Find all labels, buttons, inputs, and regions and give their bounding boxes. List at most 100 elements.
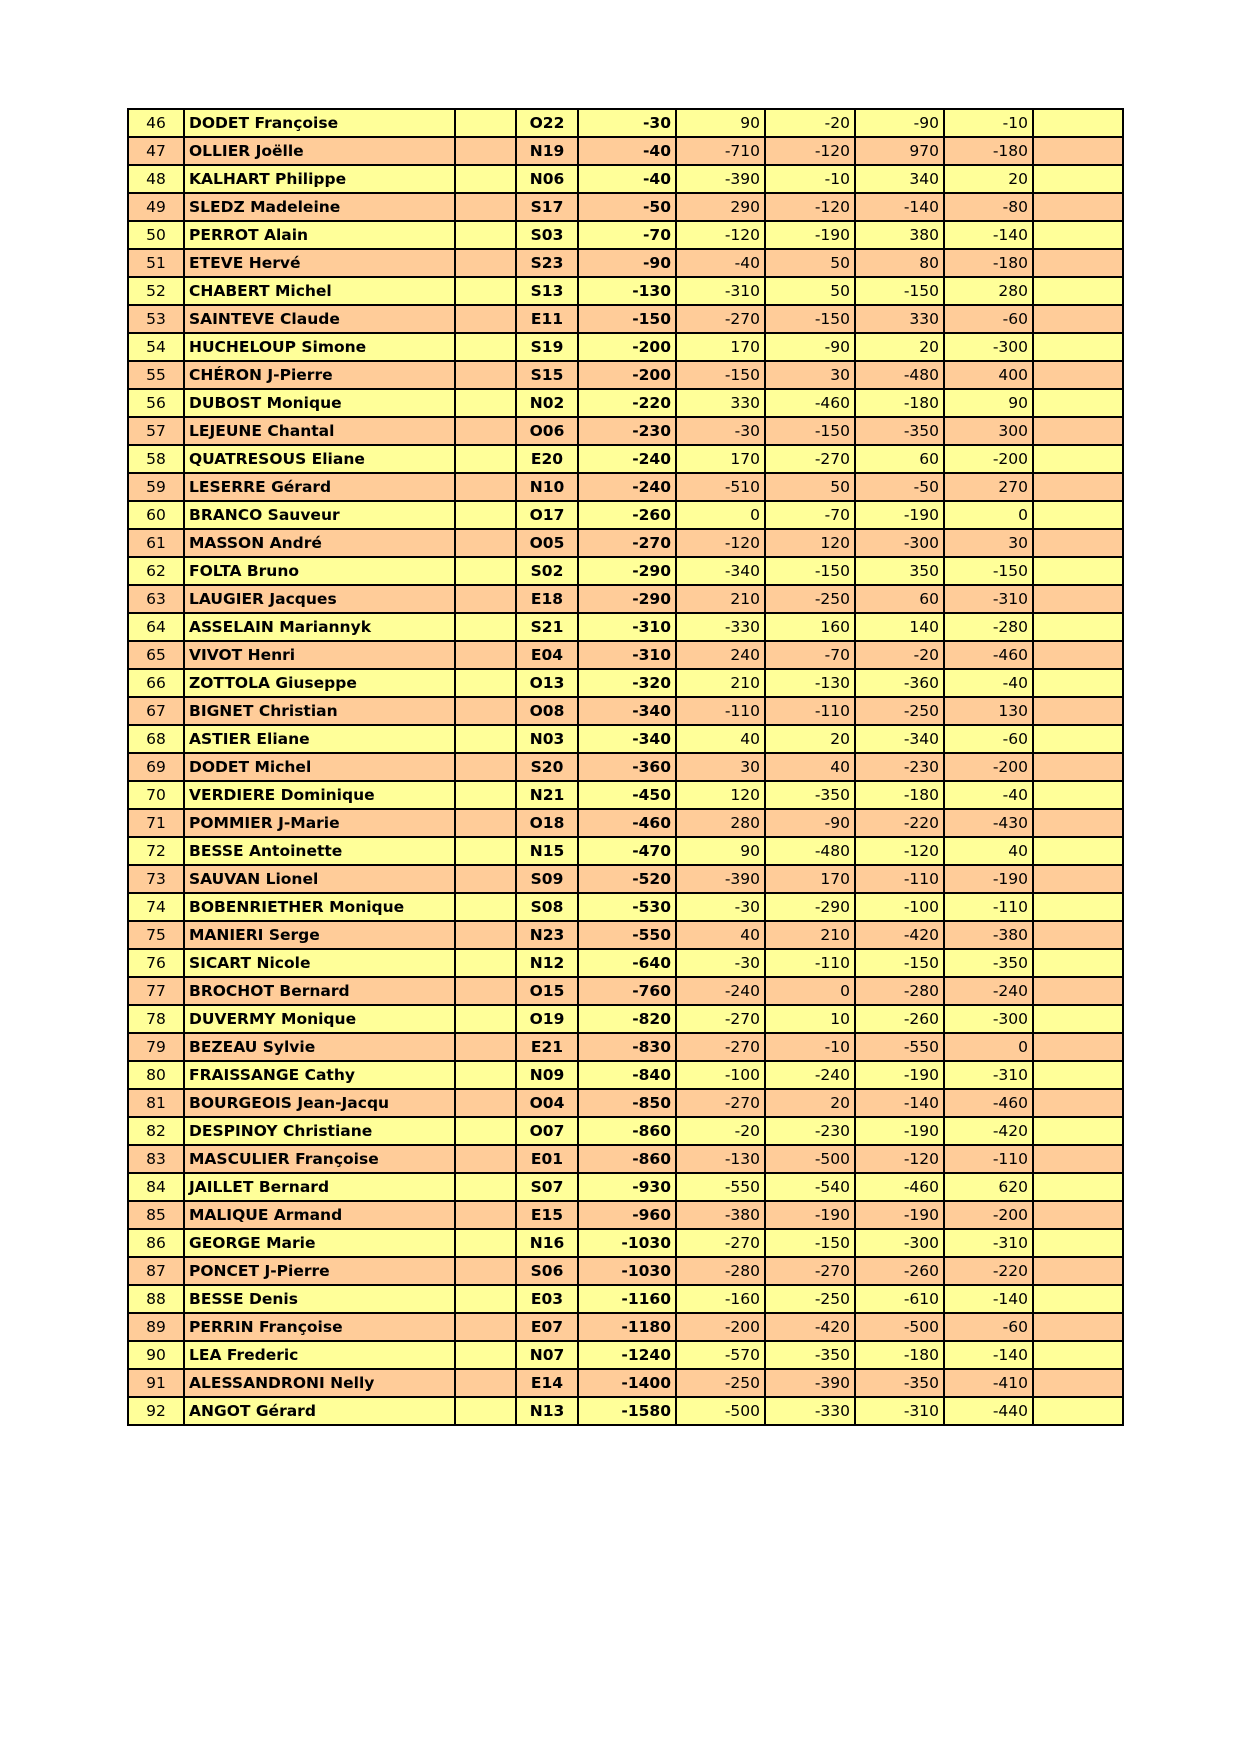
round-1-cell: -20 (675, 1116, 766, 1146)
round-1-cell: 170 (675, 444, 766, 474)
round-1-cell: 290 (675, 192, 766, 222)
round-4-cell: 30 (943, 528, 1034, 558)
total-cell: -130 (577, 276, 677, 306)
name-cell: VERDIERE Dominique (183, 780, 456, 810)
total-cell: -1240 (577, 1340, 677, 1370)
empty-cell (1032, 1312, 1124, 1342)
round-2-cell: -120 (764, 192, 856, 222)
code-cell: S07 (515, 1172, 579, 1202)
round-2-cell: -190 (764, 1200, 856, 1230)
round-3-cell: -300 (854, 1228, 945, 1258)
table-row: 52 CHABERT Michel S13 -130 -310 50 -150 280 (127, 276, 1124, 306)
table-row: 63 LAUGIER Jacques E18 -290 210 -250 60 -310 (127, 584, 1124, 614)
code-cell: O06 (515, 416, 579, 446)
table-row: 78 DUVERMY Monique O19 -820 -270 10 -260 -300 (127, 1004, 1124, 1034)
round-3-cell: -100 (854, 892, 945, 922)
round-3-cell: -190 (854, 1116, 945, 1146)
rank-cell: 70 (127, 780, 185, 810)
round-4-cell: -310 (943, 584, 1034, 614)
rank-cell: 82 (127, 1116, 185, 1146)
round-1-cell: -380 (675, 1200, 766, 1230)
round-3-cell: 380 (854, 220, 945, 250)
round-2-cell: 20 (764, 1088, 856, 1118)
table-row: 49 SLEDZ Madeleine S17 -50 290 -120 -140 -80 (127, 192, 1124, 222)
empty-cell (454, 1088, 517, 1118)
round-4-cell: -40 (943, 780, 1034, 810)
empty-cell (1032, 808, 1124, 838)
round-2-cell: -350 (764, 780, 856, 810)
rank-cell: 84 (127, 1172, 185, 1202)
empty-cell (454, 892, 517, 922)
round-2-cell: 170 (764, 864, 856, 894)
table-row: 72 BESSE Antoinette N15 -470 90 -480 -120 40 (127, 836, 1124, 866)
code-cell: N23 (515, 920, 579, 950)
round-4-cell: -430 (943, 808, 1034, 838)
total-cell: -340 (577, 724, 677, 754)
round-3-cell: -610 (854, 1284, 945, 1314)
round-1-cell: 40 (675, 724, 766, 754)
round-4-cell: -460 (943, 1088, 1034, 1118)
name-cell: SICART Nicole (183, 948, 456, 978)
code-cell: E18 (515, 584, 579, 614)
round-3-cell: -350 (854, 416, 945, 446)
code-cell: E14 (515, 1368, 579, 1398)
empty-cell (454, 332, 517, 362)
round-3-cell: -180 (854, 388, 945, 418)
table-row: 51 ETEVE Hervé S23 -90 -40 50 80 -180 (127, 248, 1124, 278)
empty-cell (454, 1172, 517, 1202)
round-4-cell: -300 (943, 332, 1034, 362)
name-cell: DUBOST Monique (183, 388, 456, 418)
round-2-cell: 40 (764, 752, 856, 782)
empty-cell (454, 108, 517, 138)
empty-cell (1032, 108, 1124, 138)
total-cell: -260 (577, 500, 677, 530)
empty-cell (1032, 1256, 1124, 1286)
empty-cell (454, 1228, 517, 1258)
round-2-cell: 0 (764, 976, 856, 1006)
code-cell: O19 (515, 1004, 579, 1034)
code-cell: N15 (515, 836, 579, 866)
round-3-cell: -180 (854, 1340, 945, 1370)
rank-cell: 76 (127, 948, 185, 978)
table-row: 84 JAILLET Bernard S07 -930 -550 -540 -460 620 (127, 1172, 1124, 1202)
name-cell: FRAISSANGE Cathy (183, 1060, 456, 1090)
round-2-cell: 10 (764, 1004, 856, 1034)
code-cell: S15 (515, 360, 579, 390)
round-4-cell: 620 (943, 1172, 1034, 1202)
code-cell: O17 (515, 500, 579, 530)
round-2-cell: 20 (764, 724, 856, 754)
name-cell: MASCULIER Françoise (183, 1144, 456, 1174)
code-cell: S09 (515, 864, 579, 894)
empty-cell (1032, 1004, 1124, 1034)
empty-cell (454, 136, 517, 166)
code-cell: E20 (515, 444, 579, 474)
code-cell: N19 (515, 136, 579, 166)
empty-cell (454, 1340, 517, 1370)
round-3-cell: -300 (854, 528, 945, 558)
round-3-cell: -350 (854, 1368, 945, 1398)
round-3-cell: 20 (854, 332, 945, 362)
name-cell: LESERRE Gérard (183, 472, 456, 502)
table-row: 79 BEZEAU Sylvie E21 -830 -270 -10 -550 0 (127, 1032, 1124, 1062)
empty-cell (1032, 556, 1124, 586)
code-cell: E03 (515, 1284, 579, 1314)
empty-cell (1032, 1144, 1124, 1174)
empty-cell (454, 640, 517, 670)
round-4-cell: -410 (943, 1368, 1034, 1398)
table-row: 85 MALIQUE Armand E15 -960 -380 -190 -190 -200 (127, 1200, 1124, 1230)
round-1-cell: 170 (675, 332, 766, 362)
empty-cell (454, 1060, 517, 1090)
round-1-cell: -250 (675, 1368, 766, 1398)
round-3-cell: -140 (854, 1088, 945, 1118)
rank-cell: 85 (127, 1200, 185, 1230)
name-cell: SAUVAN Lionel (183, 864, 456, 894)
table-row: 75 MANIERI Serge N23 -550 40 210 -420 -380 (127, 920, 1124, 950)
empty-cell (1032, 1340, 1124, 1370)
empty-cell (1032, 388, 1124, 418)
empty-cell (1032, 696, 1124, 726)
total-cell: -70 (577, 220, 677, 250)
empty-cell (1032, 1368, 1124, 1398)
table-row: 68 ASTIER Eliane N03 -340 40 20 -340 -60 (127, 724, 1124, 754)
rank-cell: 86 (127, 1228, 185, 1258)
empty-cell (454, 1032, 517, 1062)
